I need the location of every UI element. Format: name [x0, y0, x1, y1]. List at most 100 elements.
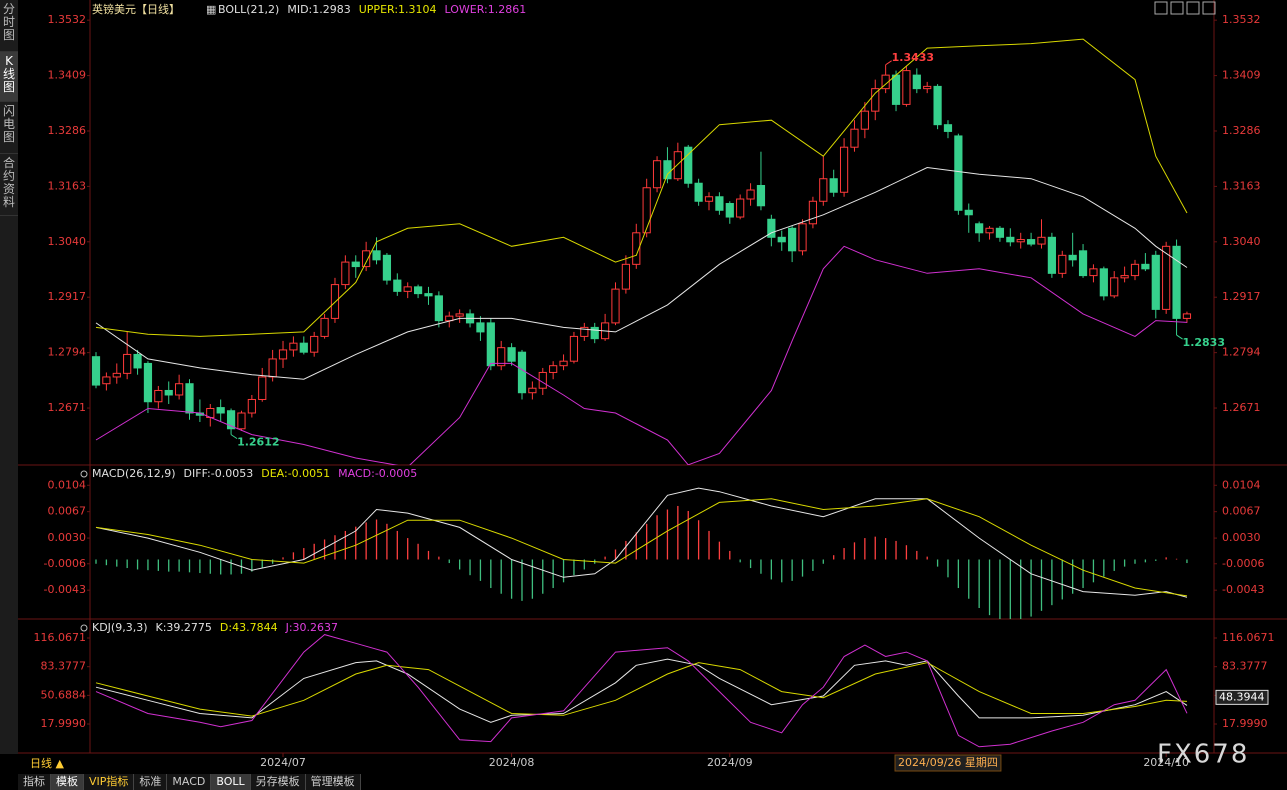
indicator-line [95, 245, 1188, 465]
candle-body [684, 146, 693, 184]
tab[interactable]: 指标 [18, 774, 51, 790]
tab-kline[interactable]: K线图 [0, 52, 18, 102]
candle-body [289, 342, 298, 351]
candle-body [330, 284, 340, 319]
y-tick-label: 1.3040 [48, 235, 87, 248]
panel-icon [80, 624, 88, 632]
candle-body [413, 286, 423, 295]
candle-body [704, 196, 714, 202]
candle-body [808, 200, 818, 225]
candle-body [1058, 254, 1067, 274]
candle-body [1130, 263, 1140, 277]
candle-body [403, 286, 412, 292]
candle-body [123, 353, 132, 374]
tab[interactable]: 标准 [134, 774, 168, 790]
y-tick-label-right: -0.0043 [1222, 583, 1264, 596]
y-tick-label: 0.0104 [48, 478, 87, 491]
chart-title: 英镑美元【日线】 [92, 2, 180, 16]
annotation: 1.3433 [892, 51, 934, 64]
tab-minute[interactable]: 分时图 [0, 0, 18, 52]
legend-item: MID:1.2983 [287, 3, 350, 16]
period-label[interactable]: 日线 ▲ [30, 756, 64, 770]
candle-body [985, 227, 994, 234]
annotation-pointer [885, 60, 892, 66]
indicator-line [95, 487, 1188, 598]
candle-body [1099, 268, 1108, 297]
candle-body [839, 146, 849, 193]
candle-body [1110, 277, 1119, 297]
plot [95, 487, 1188, 619]
tab[interactable]: BOLL [211, 774, 251, 790]
candle-body [372, 250, 381, 261]
candle-body [923, 85, 932, 90]
y-tick-label: 0.0030 [48, 531, 87, 544]
icon-move[interactable] [1170, 1, 1184, 15]
candle-body [1172, 245, 1181, 319]
candle-body [351, 261, 360, 268]
icon-close[interactable] [1202, 1, 1216, 15]
candle-body [175, 383, 184, 396]
candle-body [736, 198, 745, 218]
y-tick-label: 0.0067 [48, 505, 87, 518]
candle-body [476, 322, 485, 333]
indicator-line [95, 662, 1188, 717]
plot [91, 38, 1192, 465]
candle-body [237, 412, 246, 430]
candle-body [434, 295, 443, 322]
y-tick-label-right: -0.0006 [1222, 557, 1264, 570]
candle-body [1016, 239, 1025, 243]
tab-flash[interactable]: 闪电图 [0, 102, 18, 154]
candle-body [746, 189, 755, 200]
candle-body [1151, 254, 1160, 310]
candle-body [652, 160, 662, 189]
tab[interactable]: 管理模板 [305, 774, 361, 790]
candle-body [611, 288, 620, 324]
y-tick-label-right: 1.3040 [1222, 235, 1261, 248]
indicator-line [95, 498, 1188, 597]
candle-body [91, 356, 101, 386]
candle-body [102, 376, 111, 385]
icon-zoom[interactable] [1154, 1, 1168, 15]
tab[interactable]: VIP指标 [84, 774, 135, 790]
tab-contract[interactable]: 合约资料 [0, 154, 18, 216]
x-tick-label: 2024/10 [1143, 756, 1189, 769]
legend-item: UPPER:1.3104 [359, 3, 437, 16]
y-tick-label: 17.9990 [41, 717, 87, 730]
candle-body [788, 227, 797, 252]
toolbar-icons[interactable] [1154, 1, 1216, 15]
icon-window[interactable] [1186, 1, 1200, 15]
candle-body [362, 250, 371, 268]
legend-item: BOLL(21,2) [218, 3, 279, 16]
indicator-line [95, 634, 1188, 748]
y-tick-label-right: 0.0104 [1222, 478, 1261, 491]
candle-body [517, 351, 527, 394]
legend-item: KDJ(9,3,3) [92, 621, 148, 634]
candle-body [268, 358, 277, 378]
candle-body [569, 335, 579, 362]
candle-body [497, 347, 506, 367]
y-tick-label-right: 1.2671 [1222, 401, 1261, 414]
candle-body [1089, 268, 1098, 277]
tab[interactable]: MACD [167, 774, 212, 790]
plot [95, 634, 1188, 748]
tab[interactable]: 另存模板 [250, 774, 306, 790]
tab[interactable]: 模板 [51, 774, 84, 790]
candle-body [621, 263, 630, 290]
candle-body [226, 410, 236, 430]
candle-body [902, 70, 911, 105]
candle-body [995, 227, 1005, 238]
candle-body [777, 236, 786, 243]
y-tick-label: 83.3777 [41, 660, 87, 673]
candle-body [455, 313, 464, 317]
candle-body [590, 326, 599, 340]
value-marker: 48.3944 [1219, 690, 1265, 703]
y-tick-label-right: 1.3286 [1222, 124, 1261, 137]
watermark: FX678 [1157, 740, 1249, 770]
candle-body [1037, 236, 1046, 245]
candle-body [850, 128, 859, 148]
candle-body [185, 383, 194, 414]
candle-body [1027, 239, 1036, 245]
candle-body [642, 187, 651, 234]
candle-body [860, 110, 869, 130]
candle-body [549, 365, 558, 373]
